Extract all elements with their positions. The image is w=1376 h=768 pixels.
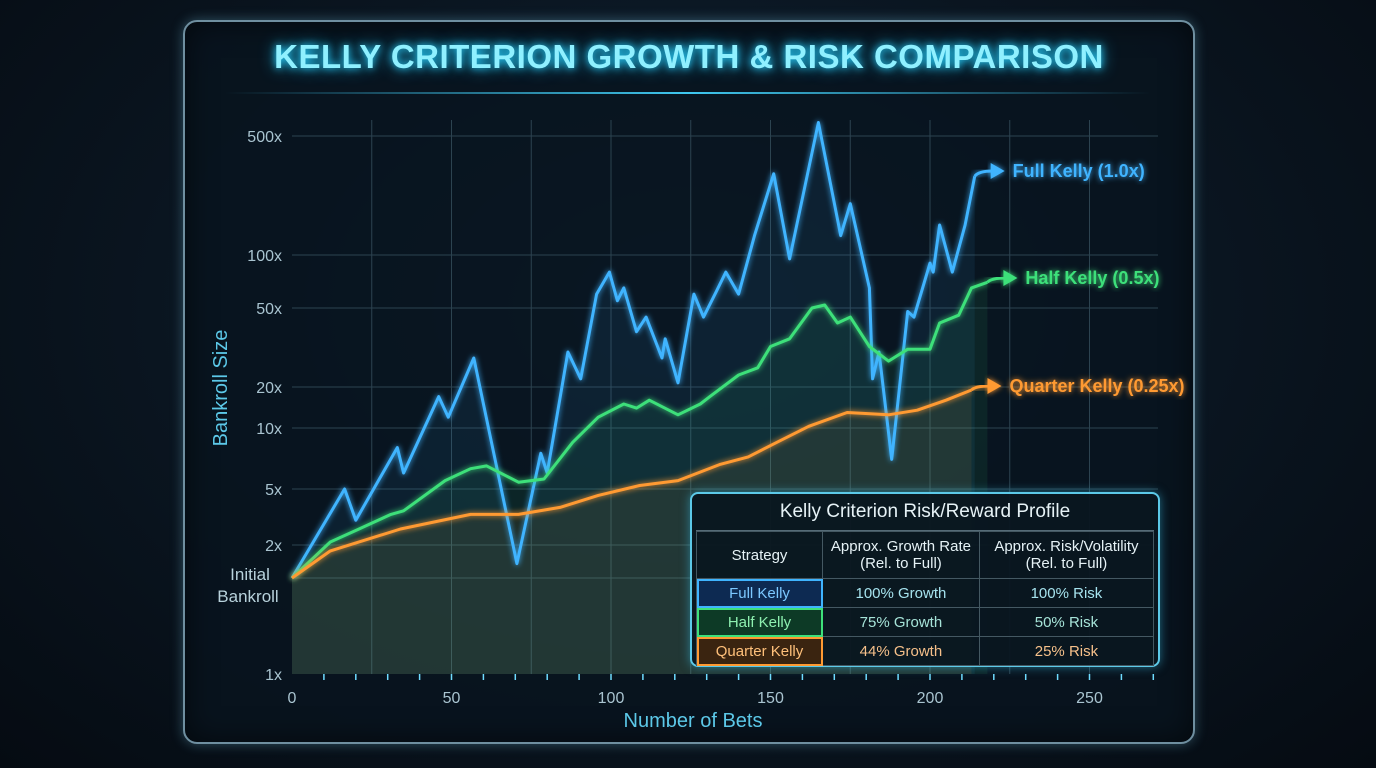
strategy-cell: Half Kelly bbox=[696, 607, 823, 637]
table-row: Half Kelly 75% Growth 50% Risk bbox=[696, 607, 1155, 637]
legend-label: Half Kelly (0.5x) bbox=[1025, 268, 1159, 288]
x-tick-label: 150 bbox=[757, 690, 784, 707]
growth-cell: 44% Growth bbox=[822, 636, 980, 666]
axes bbox=[279, 109, 1158, 680]
legend-label: Quarter Kelly (0.25x) bbox=[1009, 376, 1184, 396]
risk-cell: 100% Risk bbox=[978, 578, 1155, 608]
y-tick-label: 20x bbox=[256, 380, 282, 397]
y-axis-title: Bankroll Size bbox=[210, 330, 232, 447]
risk-reward-table: Kelly Criterion Risk/Reward Profile Stra… bbox=[690, 492, 1160, 667]
table-row: Quarter Kelly 44% Growth 25% Risk bbox=[696, 636, 1155, 666]
series-line-0 bbox=[290, 121, 977, 579]
series-line-1 bbox=[290, 280, 988, 580]
risk-cell: 50% Risk bbox=[978, 607, 1155, 637]
arrow-head-icon bbox=[1003, 270, 1018, 286]
strategy-cell: Full Kelly bbox=[696, 578, 823, 608]
y-tick-label: 100x bbox=[247, 248, 282, 265]
arrow-head-icon bbox=[987, 378, 1002, 394]
series-lines bbox=[290, 121, 1018, 580]
strategy-cell: Quarter Kelly bbox=[696, 636, 823, 666]
risk-cell: 25% Risk bbox=[978, 636, 1155, 666]
x-tick-label: 100 bbox=[598, 690, 625, 707]
header-risk: Approx. Risk/Volatility (Rel. to Full) bbox=[978, 531, 1155, 579]
series-line-2 bbox=[291, 388, 973, 580]
y-tick-label: 10x bbox=[256, 421, 282, 438]
x-tick-label: 200 bbox=[917, 690, 944, 707]
axis-labels: 1x Initial Bankroll 2x 5x 10x 20x 50x 100x 500x 0 5… bbox=[210, 129, 1185, 732]
title-divider bbox=[225, 92, 1151, 94]
y-tick-label: 1x bbox=[265, 667, 282, 684]
series-arrow-line bbox=[986, 276, 1006, 284]
growth-cell: 100% Growth bbox=[822, 578, 980, 608]
growth-cell: 75% Growth bbox=[822, 607, 980, 637]
x-tick-label: 50 bbox=[443, 690, 461, 707]
y-tick-label: 2x bbox=[265, 538, 282, 555]
header-strategy: Strategy bbox=[696, 531, 823, 579]
y-tick-label: 500x bbox=[247, 129, 282, 146]
x-tick-label: 250 bbox=[1076, 690, 1103, 707]
chart-title: KELLY CRITERION GROWTH & RISK COMPARISON bbox=[274, 38, 1104, 75]
y-tick-label: 5x bbox=[265, 482, 282, 499]
series-arrow-line bbox=[973, 169, 993, 178]
x-tick-label: 0 bbox=[288, 690, 297, 707]
legend-label: Full Kelly (1.0x) bbox=[1013, 161, 1145, 181]
y-tick-label: 50x bbox=[256, 301, 282, 318]
table-header-row: Strategy Approx. Growth Rate (Rel. to Fu… bbox=[696, 531, 1155, 579]
y-tick-label: Initial Bankroll bbox=[217, 565, 278, 606]
series-arrow-line bbox=[970, 384, 990, 392]
header-growth: Approx. Growth Rate (Rel. to Full) bbox=[822, 531, 980, 579]
table-title: Kelly Criterion Risk/Reward Profile bbox=[696, 494, 1154, 531]
x-axis-title: Number of Bets bbox=[624, 710, 763, 732]
arrow-head-icon bbox=[990, 163, 1005, 179]
table-row: Full Kelly 100% Growth 100% Risk bbox=[696, 578, 1155, 608]
